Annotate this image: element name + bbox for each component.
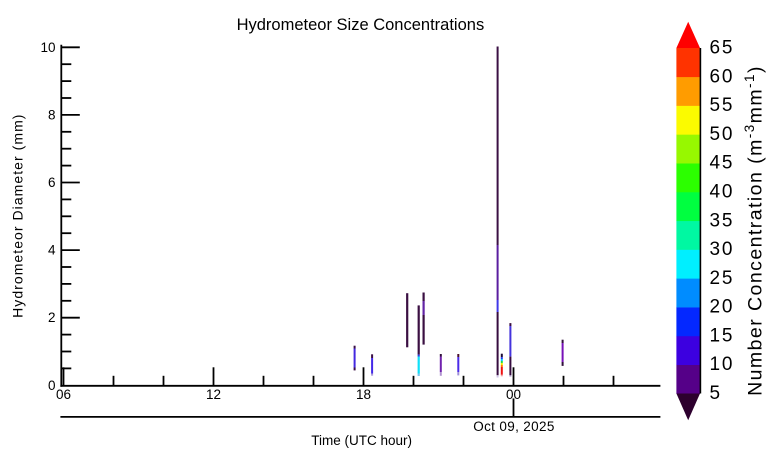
svg-text:Number Concentration (m-3mm-1): Number Concentration (m-3mm-1) <box>742 65 767 396</box>
svg-text:65: 65 <box>710 38 735 59</box>
svg-text:12: 12 <box>206 387 221 402</box>
svg-text:10: 10 <box>710 354 735 375</box>
svg-text:35: 35 <box>710 210 735 231</box>
svg-text:4: 4 <box>48 243 56 258</box>
svg-text:Hydrometeor Diameter (mm): Hydrometeor Diameter (mm) <box>9 114 25 318</box>
svg-text:Time (UTC hour): Time (UTC hour) <box>311 433 412 448</box>
svg-text:40: 40 <box>710 182 735 203</box>
svg-text:0: 0 <box>48 378 56 393</box>
svg-text:50: 50 <box>710 124 735 145</box>
svg-text:00: 00 <box>506 387 521 402</box>
svg-text:6: 6 <box>48 175 56 190</box>
svg-text:10: 10 <box>40 40 55 55</box>
svg-text:18: 18 <box>356 387 371 402</box>
svg-text:25: 25 <box>710 268 735 289</box>
svg-text:5: 5 <box>710 383 722 404</box>
svg-text:60: 60 <box>710 66 735 87</box>
svg-text:30: 30 <box>710 239 735 260</box>
svg-text:2: 2 <box>48 310 56 325</box>
svg-text:20: 20 <box>710 297 735 318</box>
svg-text:8: 8 <box>48 107 56 122</box>
svg-text:Hydrometeor Size Concentration: Hydrometeor Size Concentrations <box>237 16 485 34</box>
svg-text:Oct 09, 2025: Oct 09, 2025 <box>473 419 555 434</box>
svg-text:15: 15 <box>710 325 735 346</box>
svg-text:06: 06 <box>56 387 71 402</box>
svg-text:55: 55 <box>710 95 735 116</box>
svg-text:45: 45 <box>710 153 735 174</box>
